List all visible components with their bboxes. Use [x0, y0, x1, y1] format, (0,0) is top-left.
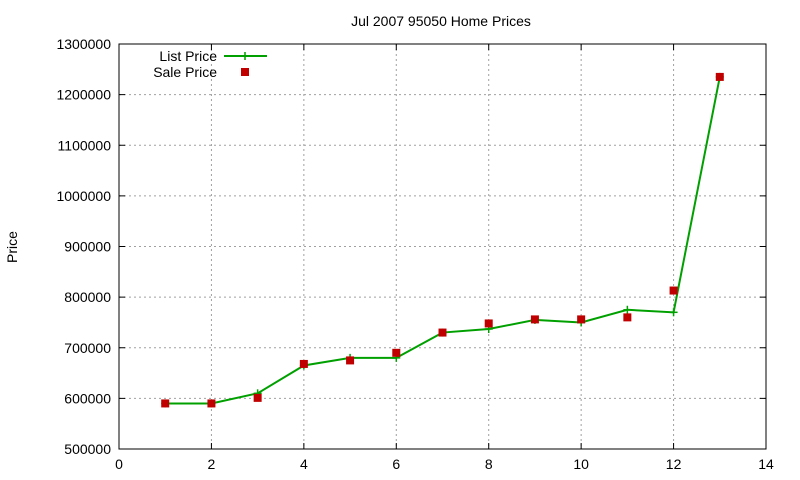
sale-price-point: [669, 286, 678, 295]
series-layer: [161, 72, 724, 408]
legend-label: Sale Price: [153, 64, 217, 80]
legend-item: List Price: [159, 48, 267, 64]
plot-frame: [118, 43, 767, 450]
list-price-point: [669, 308, 678, 317]
sale-price-point: [577, 315, 586, 324]
x-tick-label: 14: [758, 456, 774, 472]
sale-price-point: [438, 328, 447, 337]
y-tick-label: 600000: [64, 390, 111, 406]
sale-price-point: [484, 319, 493, 328]
sale-price-point: [623, 313, 632, 322]
y-tick-label: 1200000: [56, 87, 111, 103]
x-tick-label: 12: [666, 456, 682, 472]
y-tick-label: 1100000: [58, 137, 112, 153]
sale-price-point: [299, 359, 308, 368]
y-tick-label: 700000: [64, 340, 111, 356]
list-price-point: [623, 305, 632, 314]
x-tick-label: 10: [573, 456, 589, 472]
y-tick-label: 1300000: [56, 36, 111, 52]
sale-price-point: [392, 348, 401, 357]
list-price-line: [165, 76, 721, 405]
sale-price-point: [207, 399, 216, 408]
x-tick-label: 6: [392, 456, 400, 472]
sale-price-point: [253, 393, 262, 402]
series-1: [161, 72, 724, 408]
x-tick-label: 4: [300, 456, 308, 472]
legend-item: Sale Price: [153, 64, 249, 80]
y-tick-label: 1000000: [56, 188, 111, 204]
y-tick-label: 800000: [64, 289, 111, 305]
sale-price-point: [346, 356, 355, 365]
y-tick-label: 500000: [64, 441, 111, 457]
sale-price-point: [161, 399, 170, 408]
chart-title: Jul 2007 95050 Home Prices: [351, 13, 531, 29]
series-0: [161, 72, 724, 408]
legend-swatch-marker: [241, 68, 249, 76]
y-tick-label: 900000: [64, 239, 111, 255]
grid-layer: [119, 44, 766, 449]
axes: 0 2 4 6 8 10 12 14 500000 600000 700000 800000 90000…: [56, 36, 774, 472]
x-tick-label: 0: [115, 456, 123, 472]
sale-price-point: [530, 315, 539, 324]
x-tick-label: 8: [485, 456, 493, 472]
sale-price-point: [715, 72, 724, 81]
x-tick-label: 2: [208, 456, 216, 472]
y-axis-label: Price: [4, 231, 20, 263]
legend-label: List Price: [159, 48, 217, 64]
